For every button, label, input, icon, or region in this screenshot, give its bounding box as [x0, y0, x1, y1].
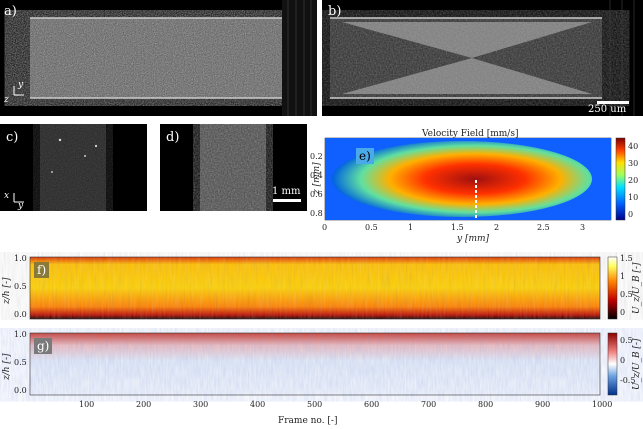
panel-g-colorbar-label: U_z/U_B [-]	[632, 338, 642, 390]
panel-a-image: a) y z	[0, 0, 317, 116]
panel-e-plot	[324, 137, 626, 221]
panel-f-plot	[29, 256, 618, 320]
panel-g-x-tick: 900	[535, 400, 551, 409]
panel-d-image: d) 1 mm	[160, 124, 307, 211]
panel-g-x-tick: 400	[250, 400, 266, 409]
panel-g-y-tick: 0.0	[14, 386, 27, 395]
panel-f-y-tick: 0.5	[14, 282, 27, 291]
panel-c-speckle	[13, 124, 106, 211]
panel-e-xlabel: y [mm]	[457, 234, 490, 244]
panel-f-chart: f) 1.0 0.5 0.0 1.5 1 0.5 0 z/h [-] U_z/U_B [-…	[0, 252, 643, 320]
panel-f-colorbar-label: U_z/U_B [-]	[632, 262, 642, 314]
panel-b-image: b) 250 um	[322, 0, 643, 116]
panel-g-x-tick: 800	[478, 400, 494, 409]
panel-e-x-tick: 2.5	[537, 223, 550, 232]
panel-e-y-tick: 0.4	[310, 171, 323, 180]
panel-g-y-tick: 1.0	[14, 330, 27, 339]
panel-e-y-tick: 0.6	[310, 190, 323, 199]
panel-g-label: g)	[34, 338, 53, 354]
panel-e-colorbar-tick: 20	[628, 176, 639, 185]
panel-f-colorbar-tick: 0	[620, 308, 626, 317]
panel-g-x-tick: 500	[307, 400, 323, 409]
panel-a-speckle	[13, 0, 317, 116]
panel-e-x-tick: 1.5	[451, 223, 464, 232]
panel-e-title: Velocity Field [mm/s]	[422, 129, 519, 139]
panel-g-ylabel: z/h [-]	[2, 353, 12, 381]
panel-c-axis-y: y	[18, 201, 24, 211]
panel-e-colorbar-tick: 10	[628, 193, 639, 202]
panel-g-x-tick: 300	[193, 400, 209, 409]
panel-e-x-tick: 0.5	[365, 223, 378, 232]
panel-f-ylabel: z/h [-]	[2, 277, 12, 305]
panel-c-image: c) x y	[0, 124, 147, 211]
panel-e-y-tick: 0.2	[310, 152, 323, 161]
panel-f-colorbar-tick: 0.5	[620, 290, 633, 299]
panel-a-axis-z: z	[4, 95, 9, 105]
panel-e-colorbar-tick: 30	[628, 159, 639, 168]
panel-e-ylabel: z [mm]	[312, 162, 322, 194]
panel-e-y-tick: 0.8	[310, 209, 323, 218]
panel-g-chart: g) 100 200 300 400 500 600 700 800 900 1000 1.0 0.…	[0, 328, 643, 429]
panel-e-label: e)	[356, 148, 374, 164]
panel-a-label: a)	[4, 4, 17, 19]
panel-c-label: c)	[6, 130, 19, 145]
panel-e-x-tick: 2	[494, 223, 500, 232]
panel-d-scalebar-label: 1 mm	[272, 186, 301, 197]
panel-b-label: b)	[328, 4, 342, 19]
panel-g-colorbar-tick: -0.5	[620, 376, 636, 385]
panel-f-y-tick: 0.0	[14, 310, 27, 319]
panel-b-scalebar-label: 250 um	[588, 104, 627, 115]
panel-a-axis-y: y	[18, 80, 24, 90]
panel-g-y-tick: 0.5	[14, 358, 27, 367]
panel-e-colorbar-tick: 0	[628, 210, 634, 219]
panel-g-x-tick: 1000	[592, 400, 613, 409]
panel-e-x-tick: 0	[322, 223, 328, 232]
panel-g-x-tick: 700	[421, 400, 437, 409]
panel-g-plot	[29, 332, 618, 396]
panel-f-colorbar-tick: 1.5	[620, 254, 633, 263]
panel-e-x-tick: 3	[580, 223, 586, 232]
panel-f-colorbar-tick: 1	[620, 272, 626, 281]
panel-c-axis-x: x	[4, 191, 10, 201]
panel-d-speckle	[200, 124, 301, 211]
panel-f-y-tick: 1.0	[14, 254, 27, 263]
panel-g-x-tick: 100	[79, 400, 95, 409]
panel-e-colorbar-tick: 40	[628, 142, 639, 151]
panel-e-x-tick: 1	[408, 223, 414, 232]
panel-g-xlabel: Frame no. [-]	[278, 416, 338, 426]
panel-e-chart: Velocity Field [mm/s] e) 0 0.5 1 1.5 2 2.5 3 0…	[310, 124, 643, 244]
panel-g-x-tick: 200	[136, 400, 152, 409]
panel-g-colorbar-tick: 0.5	[620, 336, 633, 345]
panel-f-label: f)	[34, 262, 50, 278]
panel-d-label: d)	[166, 130, 180, 145]
panel-b-hourglass	[330, 0, 635, 116]
panel-g-colorbar-tick: 0	[620, 356, 626, 365]
panel-g-x-tick: 600	[364, 400, 380, 409]
